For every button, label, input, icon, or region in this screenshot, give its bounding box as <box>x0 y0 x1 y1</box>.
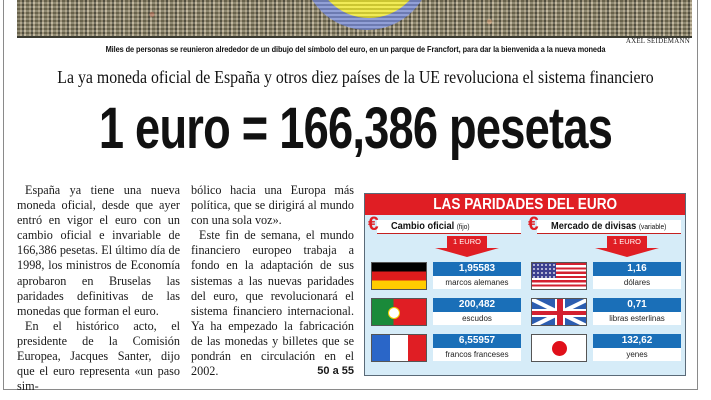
article-headline: 1 euro = 166,386 pesetas <box>98 96 613 161</box>
paragraph: En el histórico acto, el presidente de l… <box>17 318 180 394</box>
rate-row: 1,95583 marcos alemanes <box>371 260 521 295</box>
article-subtitle: La ya moneda oficial de España y otros d… <box>57 67 654 87</box>
rate-row: 132,62 yenes <box>531 332 681 367</box>
euro-parities-infographic: LAS PARIDADES DEL EURO € Cambio oficial … <box>364 193 686 376</box>
portugal-flag-icon <box>371 298 427 326</box>
germany-flag-icon <box>371 262 427 290</box>
official-rate-panel: € Cambio oficial (fijo) 1 EURO 1,95583 m… <box>368 214 521 362</box>
photo-credit: AXEL SEIDEMANN <box>625 37 690 45</box>
down-arrow-icon: 1 EURO <box>595 236 659 257</box>
article-column-1: España ya tiene una nueva moneda oficial… <box>17 183 180 394</box>
article-column-2: bólico hacia una Europa más política, qu… <box>191 183 354 379</box>
currency-market-panel: € Mercado de divisas (variable) 1 EURO 1… <box>528 214 681 362</box>
photo-caption: Miles de personas se reunieron alrededor… <box>105 44 606 54</box>
uk-flag-icon <box>531 298 587 326</box>
panel-header: € Mercado de divisas (variable) <box>528 214 681 235</box>
france-flag-icon <box>371 334 427 362</box>
infographic-title: LAS PARIDADES DEL EURO <box>365 194 685 215</box>
euro-icon: € <box>528 214 539 235</box>
page-reference: 50 a 55 <box>317 365 354 378</box>
paragraph: España ya tiene una nueva moneda oficial… <box>17 183 180 318</box>
japan-flag-icon <box>531 334 587 362</box>
rate-row: 200,482 escudos <box>371 296 521 331</box>
panel-header: € Cambio oficial (fijo) <box>368 214 521 235</box>
crowd-photo <box>17 0 692 38</box>
down-arrow-icon: 1 EURO <box>435 236 499 257</box>
paragraph: bólico hacia una Europa más política, qu… <box>191 183 354 228</box>
paragraph: Este fin de semana, el mundo financiero … <box>191 228 354 379</box>
rate-row: 1,16 dólares <box>531 260 681 295</box>
usa-flag-icon <box>531 262 587 290</box>
rate-row: 6,55957 francos franceses <box>371 332 521 367</box>
rate-row: 0,71 libras esterlinas <box>531 296 681 331</box>
page-frame <box>3 0 698 390</box>
euro-icon: € <box>368 214 379 235</box>
